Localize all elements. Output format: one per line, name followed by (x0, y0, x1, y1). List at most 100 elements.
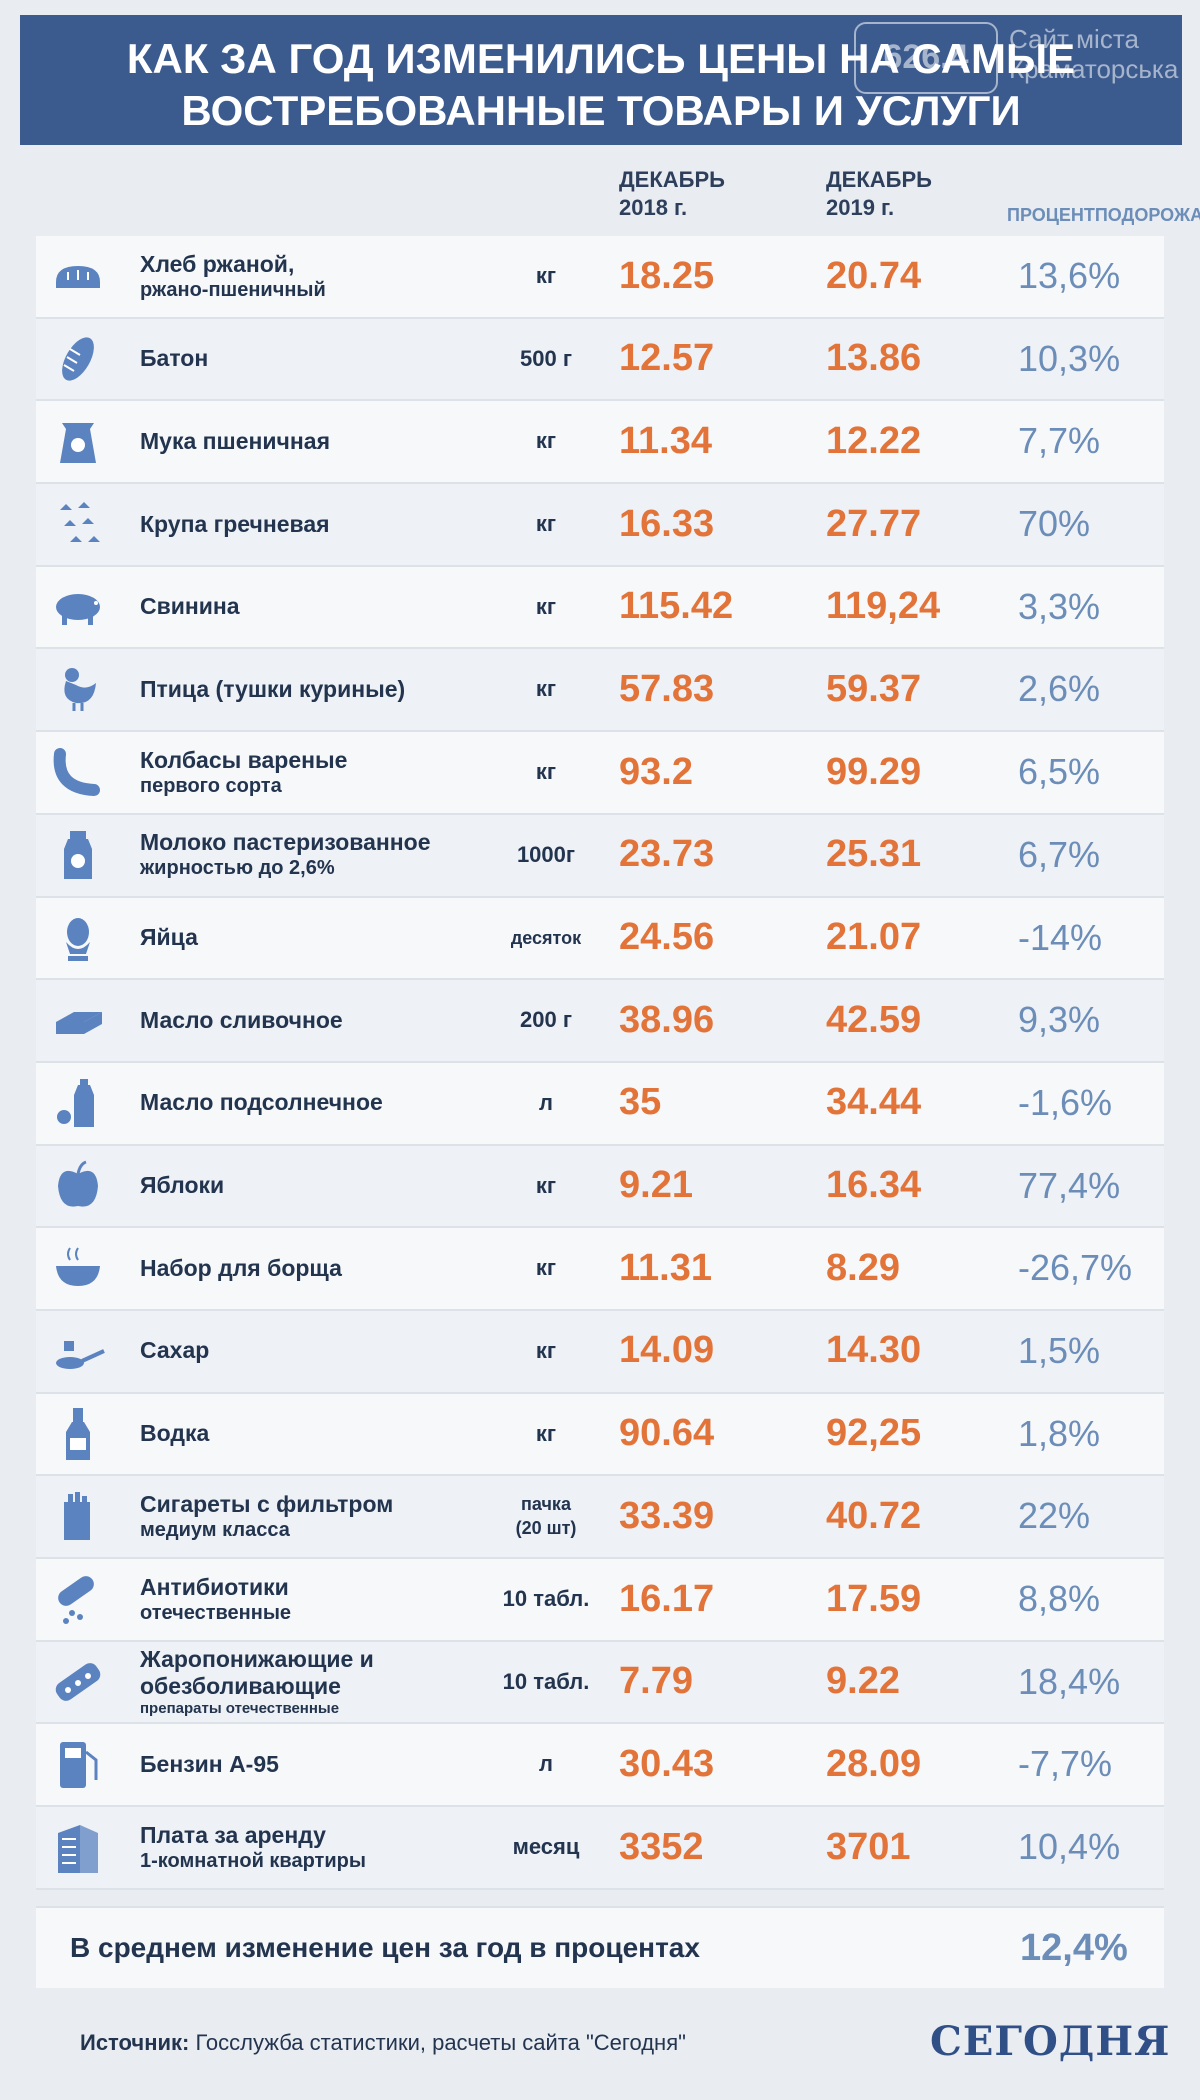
product-name-line1: Набор для борща (140, 1254, 342, 1281)
product-name: Яблоки (140, 1146, 480, 1226)
pig-icon (50, 579, 106, 635)
product-name-line1: Масло сливочное (140, 1006, 343, 1033)
unit-line1: кг (535, 1420, 557, 1446)
unit-cell: кг (466, 1228, 626, 1308)
price-dec-2019: 28.09 (826, 1742, 922, 1785)
product-name: Сигареты с фильтром медиум класса (140, 1476, 480, 1556)
soup-bowl-icon (50, 1240, 106, 1296)
product-name: Масло сливочное (140, 980, 480, 1060)
price-dec-2019: 99.29 (826, 750, 922, 793)
percent-change: 9,3% (1018, 999, 1101, 1041)
price-dec-2018: 11.34 (619, 419, 712, 462)
watermark: 626.4 Сайт міста Краматорська (854, 20, 1184, 100)
table-row: Масло подсолнечное л 35 34.44 -1,6% (36, 1062, 1164, 1146)
column-header-dec-2019: ДЕКАБРЬ 2019 г. (826, 166, 932, 222)
milk-bottle-icon (50, 827, 106, 883)
percent-change: 10,4% (1018, 1826, 1121, 1868)
price-dec-2019: 12.22 (826, 419, 922, 462)
product-name-line1: Водка (140, 1420, 210, 1447)
unit-line1: кг (535, 1172, 557, 1198)
average-row: В среднем изменение цен за год в процент… (36, 1906, 1164, 1988)
product-name-line1: Сахар (140, 1337, 210, 1364)
chicken-icon (50, 661, 106, 717)
percent-change: 8,8% (1018, 1578, 1101, 1619)
product-name: Мука пшеничная (140, 401, 480, 481)
loaf-icon (50, 331, 106, 387)
product-name: Свинина (140, 567, 480, 647)
percent-change: 13,6% (1018, 255, 1121, 296)
price-dec-2018: 93.2 (619, 750, 693, 793)
price-dec-2019: 17.59 (826, 1577, 922, 1620)
price-dec-2019: 25.31 (826, 833, 922, 876)
product-name-line1: Хлеб ржаной, (140, 250, 295, 277)
unit-cell: кг (466, 484, 626, 564)
unit-cell: 10 табл. (466, 1642, 626, 1722)
fuel-pump-icon (50, 1736, 106, 1792)
price-dec-2019: 13.86 (826, 337, 922, 380)
price-dec-2019: 59.37 (826, 667, 922, 710)
butter-icon (50, 992, 106, 1048)
unit-line1: кг (535, 676, 557, 702)
unit-cell: 500 г (466, 319, 626, 399)
percent-change: 1,5% (1018, 1329, 1101, 1371)
percent-change: 10,3% (1018, 337, 1121, 379)
price-dec-2019: 3701 (826, 1825, 911, 1868)
source-label: Источник: (80, 2030, 190, 2055)
unit-cell: л (466, 1063, 626, 1143)
percent-change: 6,5% (1018, 751, 1101, 793)
product-name-line1: Яйца (140, 924, 198, 950)
unit-cell: кг (466, 567, 626, 647)
price-dec-2018: 23.73 (619, 833, 715, 876)
unit-line2: (20 шт) (515, 1518, 577, 1539)
unit-cell: кг (466, 1146, 626, 1226)
product-name-line1: Колбасы вареные (140, 746, 348, 773)
product-name-line1: Птица (тушки куриные) (140, 675, 406, 702)
unit-line1: 10 табл. (502, 1668, 590, 1694)
product-name-line2: первого сорта (140, 774, 282, 797)
vodka-bottle-icon (50, 1406, 106, 1462)
product-name-line2: ржано-пшеничный (140, 278, 326, 301)
column-header-dec-2019-line1: ДЕКАБРЬ (826, 167, 932, 192)
unit-line1: 500 г (520, 345, 572, 371)
product-name: Бензин А-95 (140, 1724, 480, 1804)
price-dec-2019: 119,24 (826, 585, 941, 628)
title-line-2: ВОСТРЕБОВАННЫЕ ТОВАРЫ И УСЛУГИ (181, 87, 1021, 134)
product-name: Молоко пастеризованное жирностью до 2,6% (140, 815, 480, 895)
price-dec-2018: 33.39 (619, 1494, 715, 1537)
table-row: Яйца десяток 24.56 21.07 -14% (36, 897, 1164, 981)
price-dec-2019: 16.34 (826, 1164, 922, 1207)
product-name-line1: Батон (140, 345, 209, 372)
apple-icon (50, 1158, 106, 1214)
unit-cell: 200 г (466, 980, 626, 1060)
unit-cell: кг (466, 1394, 626, 1474)
watermark-number: 626.4 (854, 22, 998, 94)
price-dec-2019: 92,25 (826, 1412, 922, 1455)
average-label: В среднем изменение цен за год в процент… (70, 1932, 700, 1963)
unit-line1: л (539, 1089, 553, 1115)
capsule-icon (50, 1571, 106, 1627)
column-header-percent-line1: ПРОЦЕНТ (1007, 204, 1095, 225)
price-dec-2019: 21.07 (826, 916, 922, 958)
unit-line1: 1000г (516, 841, 576, 867)
unit-line1: кг (535, 511, 557, 537)
product-name: Крупа гречневая (140, 484, 480, 564)
percent-change: 2,6% (1018, 668, 1101, 710)
product-name: Водка (140, 1394, 480, 1474)
column-header-dec-2018-line1: ДЕКАБРЬ (619, 167, 725, 192)
percent-change: -26,7% (1018, 1247, 1133, 1289)
table-row: Крупа гречневая кг 16.33 27.77 70% (36, 484, 1164, 567)
unit-cell: кг (466, 1311, 626, 1391)
price-dec-2018: 30.43 (619, 1742, 715, 1785)
product-name-line1: Бензин А-95 (140, 1750, 279, 1777)
unit-cell: 10 табл. (466, 1559, 626, 1639)
unit-line1: месяц (512, 1834, 580, 1860)
table-row: Плата за аренду 1-комнатной квартиры мес… (36, 1807, 1164, 1890)
percent-change: -14% (1018, 916, 1103, 958)
bread-icon (50, 248, 106, 304)
product-name: Птица (тушки куриные) (140, 649, 480, 729)
price-dec-2019: 20.74 (826, 254, 922, 297)
table-row: Птица (тушки куриные) кг 57.83 59.37 2,6… (36, 649, 1164, 733)
unit-cell: кг (466, 732, 626, 812)
title-line-1: КАК ЗА ГОД ИЗМЕНИЛИСЬ ЦЕНЫ НА САМЫЕ (126, 35, 1076, 82)
price-dec-2019: 14.30 (826, 1329, 922, 1372)
